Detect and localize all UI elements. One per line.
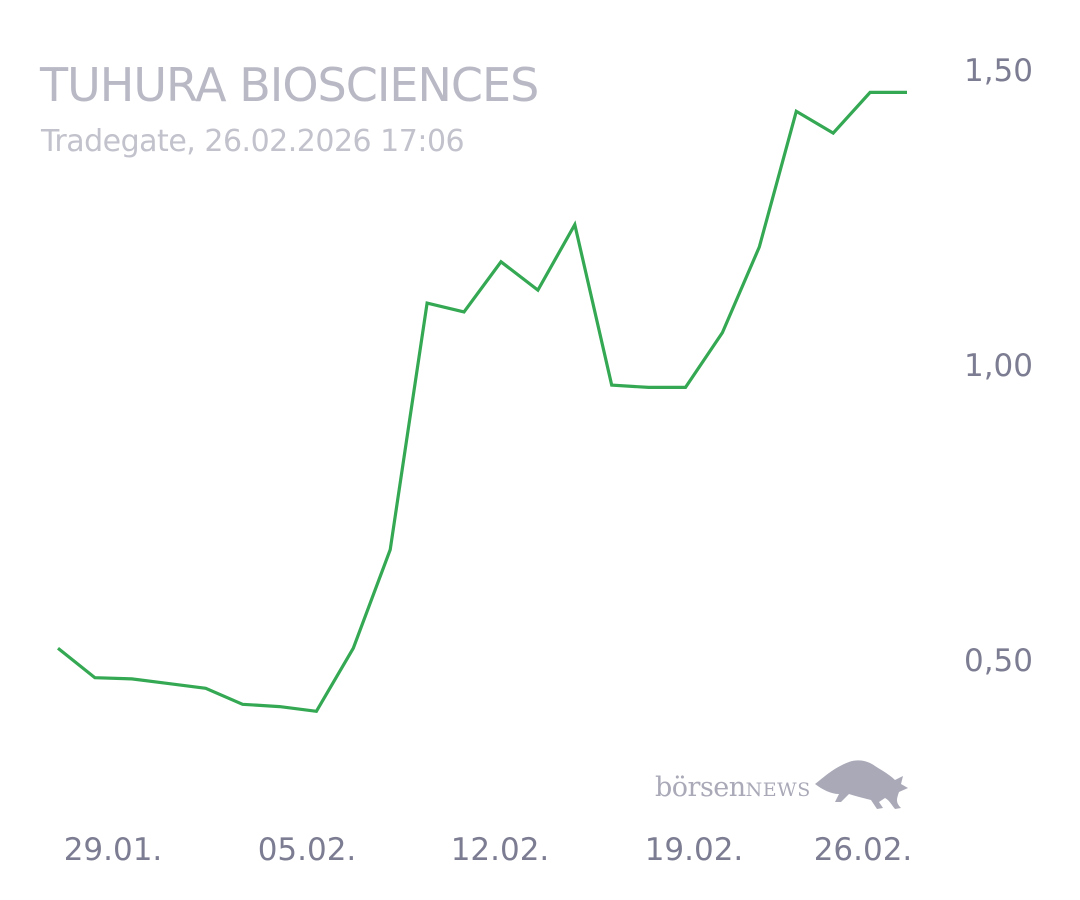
boersennews-logo: börsenNEWS — [655, 758, 910, 810]
x-tick-label: 26.02. — [814, 832, 913, 868]
chart-title: TUHURA BIOSCIENCES — [40, 58, 539, 112]
y-tick-label: 1,00 — [964, 348, 1033, 384]
series-line — [57, 90, 907, 714]
x-tick-label: 29.01. — [64, 832, 163, 868]
y-axis-ticks: 1,50 1,00 0,50 — [964, 53, 1033, 679]
chart-subtitle: Tradegate, 26.02.2026 17:06 — [41, 124, 465, 159]
logo-text-main: börsen — [655, 772, 746, 803]
series-group — [57, 90, 908, 714]
x-tick-label: 19.02. — [645, 832, 744, 868]
bull-icon — [815, 760, 908, 809]
x-tick-label: 05.02. — [258, 832, 357, 868]
logo-text-news: NEWS — [745, 779, 811, 801]
y-tick-label: 1,50 — [964, 53, 1033, 89]
x-tick-label: 12.02. — [451, 832, 550, 868]
y-tick-label: 0,50 — [964, 643, 1033, 679]
x-axis-ticks: 29.01. 05.02. 12.02. 19.02. 26.02. — [64, 832, 913, 868]
